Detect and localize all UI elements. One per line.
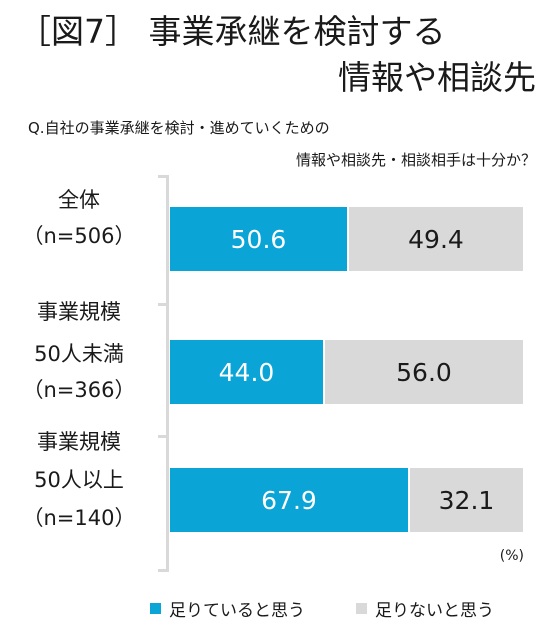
- legend-swatch-insufficient: [356, 603, 367, 614]
- legend-label-insufficient: 足りないと思う: [375, 601, 494, 621]
- category-label: （n=506）: [22, 224, 136, 248]
- category-label: 全体: [58, 188, 100, 212]
- bar-segment-insufficient: 56.0: [325, 340, 523, 404]
- data-label: 49.4: [408, 224, 464, 254]
- category-label: 事業規模: [37, 430, 121, 454]
- data-label: 32.1: [438, 485, 495, 515]
- category-axis: [166, 176, 169, 572]
- question-line1: Q.自社の事業承継を検討・進めていくための: [28, 119, 330, 137]
- chart-title-line1: ［図7］ 事業承継を検討する: [18, 12, 446, 51]
- data-label: 50.6: [230, 224, 287, 254]
- bar-segment-sufficient: 67.9: [170, 468, 408, 532]
- data-label: 67.9: [261, 485, 317, 515]
- axis-tick: [158, 175, 169, 178]
- legend-swatch-sufficient: [150, 603, 161, 614]
- axis-tick: [158, 569, 169, 572]
- category-label: （n=366）: [22, 378, 136, 402]
- category-label: 50人未満: [34, 342, 124, 366]
- category-label: 事業規模: [37, 300, 121, 324]
- bar-segment-insufficient: 32.1: [410, 468, 523, 532]
- bar-segment-sufficient: 44.0: [170, 340, 323, 404]
- bar-segment-sufficient: 50.6: [170, 207, 347, 271]
- category-label: （n=140）: [22, 506, 136, 530]
- legend-label-sufficient: 足りていると思う: [169, 601, 305, 621]
- axis-tick: [158, 303, 169, 306]
- legend-item-sufficient: 足りていると思う: [150, 596, 305, 621]
- unit-label: (%): [499, 548, 524, 564]
- bar-segment-insufficient: 49.4: [349, 207, 523, 271]
- category-label: 50人以上: [34, 468, 124, 492]
- axis-tick: [158, 435, 169, 438]
- question-line2: 情報や相談先・相談相手は十分か？: [295, 151, 536, 169]
- legend-item-insufficient: 足りないと思う: [356, 596, 494, 621]
- data-label: 44.0: [218, 357, 275, 387]
- data-label: 56.0: [396, 357, 452, 387]
- chart-title-line2: 情報や相談先: [338, 58, 536, 97]
